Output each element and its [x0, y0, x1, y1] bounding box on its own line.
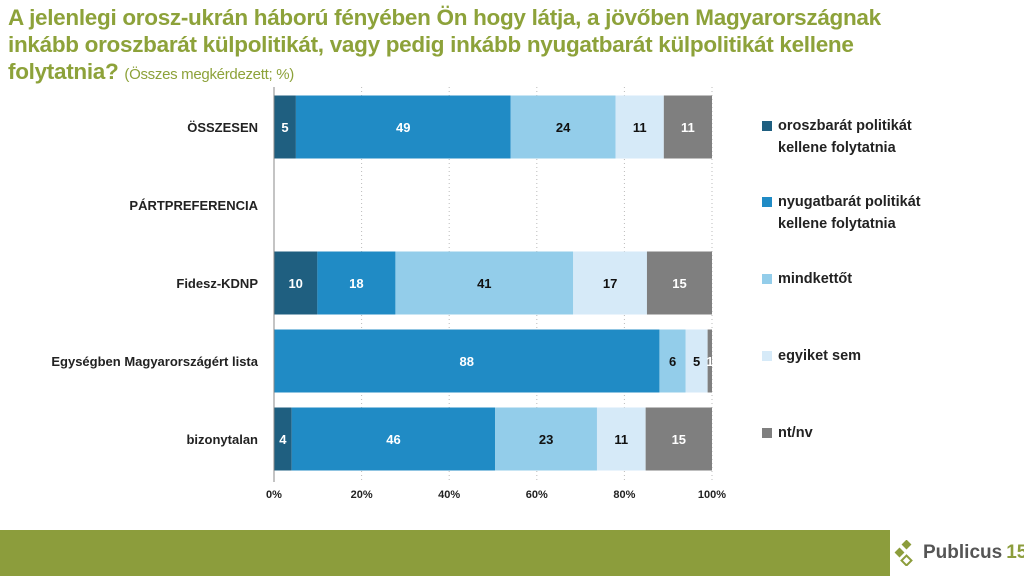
data-label: 17: [603, 276, 617, 291]
data-label: 88: [459, 354, 473, 369]
data-label: 6: [669, 354, 676, 369]
data-label: 49: [396, 120, 410, 135]
bar-segment: [615, 95, 664, 159]
data-label: 24: [556, 120, 571, 135]
legend-label: nyugatbarát politikát: [778, 194, 921, 210]
legend-item-nyugatbarat: nyugatbarát politikát kellene folytatnia: [762, 191, 921, 235]
logo-number: 15: [1006, 542, 1024, 563]
legend-swatch: [762, 274, 772, 284]
bar-segment: [291, 407, 496, 471]
data-label: 11: [633, 120, 647, 135]
bar-segment: [274, 329, 660, 393]
category-label: ÖSSZESEN: [187, 120, 258, 135]
x-tick-label: 100%: [698, 489, 726, 501]
legend-swatch: [762, 351, 772, 361]
category-label: bizonytalan: [186, 432, 258, 447]
x-tick-label: 40%: [438, 489, 460, 501]
data-label: 41: [477, 276, 491, 291]
category-label: Egységben Magyarországért lista: [51, 354, 258, 369]
category-label: PÁRTPREFERENCIA: [129, 198, 258, 213]
legend-label: oroszbarát politikát: [778, 118, 912, 134]
logo-diamond-icon: [894, 540, 913, 566]
data-label: 11: [614, 432, 628, 447]
x-tick-label: 0%: [266, 489, 282, 501]
data-label: 15: [672, 432, 686, 447]
bar-segment: [646, 251, 712, 315]
data-label: 10: [288, 276, 302, 291]
bar-segment: [274, 251, 318, 315]
logo-text: Publicus: [923, 542, 1003, 563]
title-main: A jelenlegi orosz-ukrán háború fényében …: [8, 5, 881, 84]
legend-item-oroszbarat: oroszbarát politikát kellene folytatnia: [762, 115, 912, 159]
data-label: 11: [681, 120, 695, 135]
stacked-bar-chart: 0% 20% 40% 60% 80% 100% ÖSSZESEN 5 49 24 11 11 PÁRTP…: [51, 87, 726, 501]
legend-item-egyiket-sem: egyiket sem: [762, 345, 862, 367]
bar-segment: [510, 95, 616, 159]
bar-segment: [274, 407, 292, 471]
legend-label: nt/nv: [778, 425, 813, 441]
bar-segment: [645, 407, 712, 471]
chart-title: A jelenlegi orosz-ukrán háború fényében …: [8, 4, 908, 88]
bar-segment: [707, 329, 712, 393]
legend-swatch: [762, 197, 772, 207]
data-label: 1: [706, 354, 713, 369]
bar-segment: [317, 251, 396, 315]
bar-segment: [663, 95, 712, 159]
x-tick-label: 60%: [526, 489, 548, 501]
footer-band: [0, 530, 890, 576]
legend-item-nt-nv: nt/nv: [762, 422, 813, 444]
bar-segment: [274, 95, 296, 159]
data-label: 23: [539, 432, 553, 447]
bar-segment: [395, 251, 574, 315]
data-label: 5: [693, 354, 700, 369]
category-label: Fidesz-KDNP: [176, 276, 258, 291]
publicus-logo: Publicus 15: [893, 540, 1024, 566]
legend-label: egyiket sem: [778, 348, 862, 364]
data-label: 4: [279, 432, 287, 447]
bar-segment: [596, 407, 646, 471]
data-label: 5: [281, 120, 288, 135]
bar-segment: [573, 251, 647, 315]
legend-swatch: [762, 121, 772, 131]
legend-label: kellene folytatnia: [778, 216, 896, 232]
data-label: 15: [672, 276, 686, 291]
bar-segment: [495, 407, 597, 471]
x-tick-label: 20%: [351, 489, 373, 501]
legend-label: mindkettőt: [778, 271, 853, 287]
bar-segment: [659, 329, 686, 393]
legend-label: kellene folytatnia: [778, 140, 896, 156]
bar-segment: [295, 95, 511, 159]
data-label: 18: [349, 276, 363, 291]
data-label: 46: [386, 432, 400, 447]
bar-segment: [685, 329, 708, 393]
legend-swatch: [762, 428, 772, 438]
legend-item-mindketto: mindkettőt: [762, 268, 853, 290]
title-subtitle: (Összes megkérdezett; %): [124, 66, 294, 83]
x-tick-label: 80%: [613, 489, 635, 501]
